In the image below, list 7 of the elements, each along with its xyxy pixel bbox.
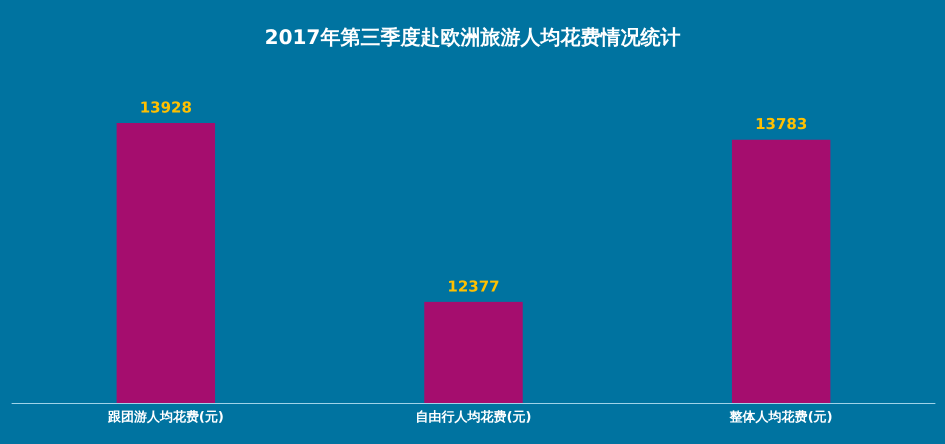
x-tick-label: 整体人均花费(元) xyxy=(728,410,833,425)
data-label: 12377 xyxy=(447,277,500,296)
data-label: 13783 xyxy=(755,115,808,134)
chart-title: 2017年第三季度赴欧洲旅游人均花费情况统计 xyxy=(264,25,680,49)
x-tick-label: 跟团游人均花费(元) xyxy=(106,410,224,425)
x-tick-label: 自由行人均花费(元) xyxy=(416,410,532,425)
data-label: 13928 xyxy=(140,98,192,116)
